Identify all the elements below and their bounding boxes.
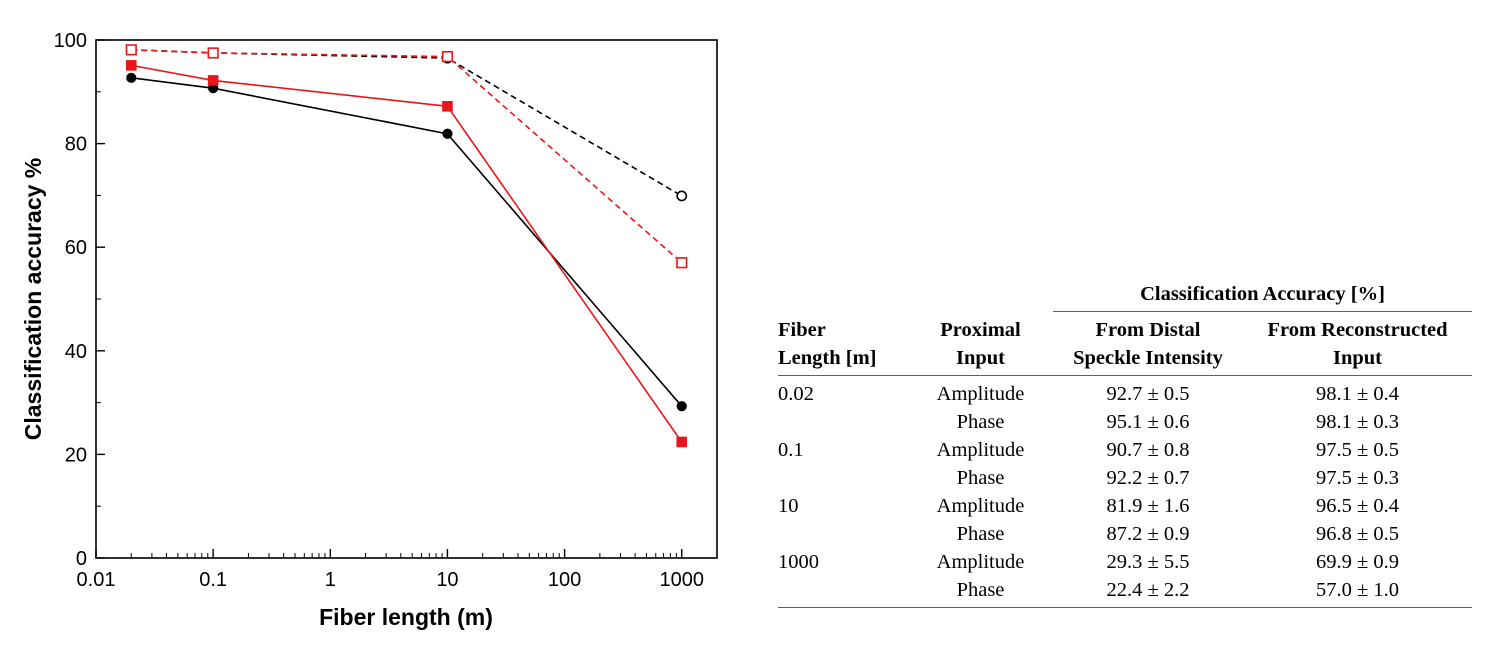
cell-proximal-input: Amplitude (936, 495, 1025, 517)
header-distal-line2: Speckle Intensity (1053, 344, 1243, 376)
y-tick-label: 40 (65, 341, 87, 363)
cell-distal-accuracy: 92.7 ± 0.5 (1106, 383, 1190, 405)
cell-distal-accuracy: 90.7 ± 0.8 (1106, 439, 1190, 461)
cell-fiber-length: 1000 (778, 551, 819, 573)
table-row: 10 Amplitude 81.9 ± 1.6 96.5 ± 0.4 (778, 492, 1472, 520)
cell-reconstructed-accuracy: 97.5 ± 0.3 (1315, 467, 1399, 489)
series-line-1 (131, 77, 683, 407)
table-row: 0.02 Amplitude 92.7 ± 0.5 98.1 ± 0.4 (778, 376, 1472, 409)
group-header: Classification Accuracy [%] (1053, 280, 1472, 312)
header-fiber-length-line1: Fiber (778, 318, 826, 341)
cell-distal-accuracy: 95.1 ± 0.6 (1106, 411, 1190, 433)
cell-proximal-input: Phase (956, 467, 1005, 489)
y-tick-label: 0 (76, 548, 87, 570)
data-point-circle (676, 401, 687, 412)
data-point-circle (126, 72, 137, 83)
y-tick-label: 60 (65, 237, 87, 259)
data-point-circle (442, 128, 453, 139)
x-tick-label: 10 (436, 569, 458, 591)
cell-distal-accuracy: 22.4 ± 2.2 (1053, 576, 1243, 608)
table-row: Phase 92.2 ± 0.7 97.5 ± 0.3 (778, 464, 1472, 492)
group-header-row: Classification Accuracy [%] (778, 280, 1472, 312)
series-line-4 (131, 49, 683, 264)
cell-reconstructed-accuracy: 69.9 ± 0.9 (1315, 551, 1399, 573)
header-row-1: Fiber Proximal From Distal From Reconstr… (778, 312, 1472, 345)
x-tick-label: 0.1 (199, 569, 227, 591)
cell-distal-accuracy: 81.9 ± 1.6 (1106, 495, 1190, 517)
x-tick-label: 1 (325, 569, 336, 591)
header-reconstructed-line1: From Reconstructed (1267, 319, 1448, 341)
series-lines (131, 49, 683, 443)
header-distal-line1: From Distal (1095, 319, 1201, 341)
cell-fiber-length: 0.02 (778, 383, 814, 405)
accuracy-table-container: Classification Accuracy [%] Fiber Proxim… (778, 280, 1472, 608)
cell-reconstructed-accuracy: 57.0 ± 1.0 (1243, 576, 1472, 608)
cell-fiber-length (778, 576, 908, 608)
data-point-square (676, 257, 688, 269)
cell-reconstructed-accuracy: 96.8 ± 0.5 (1315, 523, 1399, 545)
y-tick-label: 100 (54, 30, 87, 52)
cell-distal-accuracy: 29.3 ± 5.5 (1106, 551, 1190, 573)
y-axis-title: Classification accuracy % (20, 158, 46, 441)
table-body: 0.02 Amplitude 92.7 ± 0.5 98.1 ± 0.4 Phase 95… (778, 376, 1472, 608)
cell-reconstructed-accuracy: 97.5 ± 0.5 (1315, 439, 1399, 461)
series-markers (125, 44, 688, 448)
table-row: Phase 22.4 ± 2.2 57.0 ± 1.0 (778, 576, 1472, 608)
data-point-square (441, 50, 454, 63)
data-point-square (125, 60, 137, 71)
table-row: 0.1 Amplitude 90.7 ± 0.8 97.5 ± 0.5 (778, 436, 1472, 464)
cell-fiber-length (778, 464, 908, 492)
cell-proximal-input: Amplitude (936, 383, 1025, 405)
x-tick-label: 0.01 (77, 569, 116, 591)
x-tick-label: 100 (548, 569, 581, 591)
cell-reconstructed-accuracy: 98.1 ± 0.3 (1315, 411, 1399, 433)
plot-frame (95, 39, 718, 559)
cell-proximal-input: Phase (908, 576, 1053, 608)
axis-ticks: 0.01 0.1 1 10 100 1000 0 20 40 60 80 100 (54, 30, 704, 591)
data-point-square (442, 101, 453, 112)
accuracy-chart: 0.01 0.1 1 10 100 1000 0 20 40 60 80 100 Fiber leng… (20, 30, 718, 630)
header-row-2: Length [m] Input Speckle Intensity Input (778, 344, 1472, 376)
data-point-square (207, 75, 219, 86)
cell-proximal-input: Amplitude (936, 439, 1025, 461)
data-point-square (125, 44, 137, 56)
table-row: Phase 95.1 ± 0.6 98.1 ± 0.3 (778, 408, 1472, 436)
cell-reconstructed-accuracy: 96.5 ± 0.4 (1315, 495, 1399, 517)
accuracy-table: Classification Accuracy [%] Fiber Proxim… (778, 280, 1472, 608)
cell-fiber-length (778, 520, 908, 548)
table-row: 1000 Amplitude 29.3 ± 5.5 69.9 ± 0.9 (778, 548, 1472, 576)
series-line-3 (131, 49, 683, 197)
cell-distal-accuracy: 87.2 ± 0.9 (1106, 523, 1190, 545)
cell-reconstructed-accuracy: 98.1 ± 0.4 (1315, 383, 1399, 405)
table-row: Phase 87.2 ± 0.9 96.8 ± 0.5 (778, 520, 1472, 548)
y-tick-label: 20 (65, 444, 87, 466)
header-proximal-input-line2: Input (908, 344, 1053, 376)
header-proximal-input-line1: Proximal (940, 318, 1021, 341)
header-reconstructed-line2: Input (1243, 344, 1472, 376)
data-point-square (207, 47, 219, 59)
data-point-square (676, 436, 688, 448)
cell-proximal-input: Phase (956, 523, 1005, 545)
cell-distal-accuracy: 92.2 ± 0.7 (1106, 467, 1190, 489)
cell-proximal-input: Phase (956, 411, 1005, 433)
data-point-circle (676, 190, 688, 202)
header-fiber-length-line2: Length [m] (778, 344, 908, 376)
cell-proximal-input: Amplitude (936, 551, 1025, 573)
series-line-2 (131, 64, 683, 443)
x-axis-title: Fiber length (m) (319, 604, 493, 630)
cell-fiber-length: 0.1 (778, 439, 804, 461)
cell-fiber-length (778, 408, 908, 436)
cell-fiber-length: 10 (778, 495, 799, 517)
y-tick-label: 80 (65, 134, 87, 156)
x-tick-label: 1000 (659, 569, 704, 591)
